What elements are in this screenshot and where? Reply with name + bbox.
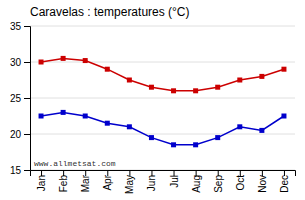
x-tick: Apr bbox=[102, 170, 113, 191]
y-tick: 20 bbox=[10, 129, 30, 140]
title: Caravelas : temperatures (°C) bbox=[30, 5, 190, 19]
chart-container: 15 20 25 30 35 Jan Feb Mar Apr May Jun Jul Aug Sep Oct… bbox=[0, 0, 305, 200]
y-tick-label: 25 bbox=[10, 93, 22, 104]
marker bbox=[39, 60, 44, 65]
plot-area: 15 20 25 30 35 Jan Feb Mar Apr May Jun Jul Aug Sep Oct… bbox=[10, 21, 296, 194]
grid-line bbox=[30, 26, 295, 27]
x-tick: Aug bbox=[191, 170, 202, 193]
x-tick: Jul bbox=[169, 170, 180, 188]
marker bbox=[215, 135, 220, 140]
marker bbox=[281, 114, 286, 119]
x-tick-label: Dec bbox=[279, 175, 290, 193]
marker bbox=[61, 56, 66, 61]
marker bbox=[127, 78, 132, 83]
x-tick-label: Jan bbox=[36, 175, 47, 191]
y-tick-mark bbox=[24, 26, 30, 27]
x-axis: Jan Feb Mar Apr May Jun Jul Aug Sep Oct Nov Dec bbox=[31, 170, 296, 194]
x-tick: Feb bbox=[58, 170, 69, 192]
x-tick-label: Mar bbox=[80, 174, 91, 192]
marker bbox=[259, 128, 264, 133]
x-tick: Mar bbox=[80, 170, 91, 192]
x-tick-label: Nov bbox=[257, 175, 268, 193]
marker bbox=[149, 135, 154, 140]
series-markers bbox=[39, 56, 287, 93]
marker bbox=[215, 85, 220, 90]
x-tick: Nov bbox=[257, 170, 268, 193]
y-tick-mark bbox=[24, 170, 30, 171]
y-tick: 15 bbox=[10, 165, 30, 176]
x-tick-label: Oct bbox=[235, 175, 246, 191]
marks bbox=[39, 56, 287, 147]
y-tick-mark bbox=[24, 98, 30, 99]
annotation: www.allmetsat.com bbox=[34, 159, 116, 168]
marker bbox=[237, 78, 242, 83]
marker bbox=[83, 58, 88, 63]
marker bbox=[105, 67, 110, 72]
x-tick-label: Apr bbox=[102, 174, 113, 190]
y-tick: 35 bbox=[10, 21, 30, 32]
grid bbox=[30, 26, 295, 170]
y-tick-label: 35 bbox=[10, 21, 22, 32]
marker bbox=[193, 88, 198, 93]
y-tick-label: 20 bbox=[10, 129, 22, 140]
marker bbox=[259, 74, 264, 79]
marker bbox=[105, 121, 110, 126]
x-tick: Dec bbox=[279, 170, 290, 193]
x-tick: May bbox=[124, 170, 135, 194]
marker bbox=[149, 85, 154, 90]
marker bbox=[61, 110, 66, 115]
y-tick-label: 30 bbox=[10, 57, 22, 68]
series-line bbox=[41, 58, 284, 90]
series-markers bbox=[39, 110, 287, 147]
chart-svg: 15 20 25 30 35 Jan Feb Mar Apr May Jun Jul Aug Sep Oct… bbox=[0, 0, 305, 200]
x-tick: Sep bbox=[213, 170, 224, 193]
x-tick-label: Sep bbox=[213, 175, 224, 193]
y-axis: 15 20 25 30 35 bbox=[10, 21, 31, 176]
y-tick-mark bbox=[24, 134, 30, 135]
marker bbox=[83, 114, 88, 119]
x-tick: Jan bbox=[36, 170, 47, 191]
marker bbox=[127, 124, 132, 129]
series-line bbox=[41, 112, 284, 144]
y-tick-label: 15 bbox=[10, 165, 22, 176]
x-tick: Jun bbox=[146, 170, 157, 191]
y-tick-mark bbox=[24, 62, 30, 63]
marker bbox=[193, 142, 198, 147]
marker bbox=[171, 88, 176, 93]
x-tick-label: Jul bbox=[169, 175, 180, 188]
y-tick: 30 bbox=[10, 57, 30, 68]
y-tick: 25 bbox=[10, 93, 30, 104]
x-tick-label: May bbox=[124, 175, 135, 194]
x-tick-label: Aug bbox=[191, 175, 202, 193]
marker bbox=[39, 114, 44, 119]
grid-line bbox=[30, 62, 295, 63]
marker bbox=[281, 67, 286, 72]
x-tick-label: Jun bbox=[146, 175, 157, 191]
marker bbox=[171, 142, 176, 147]
marker bbox=[237, 124, 242, 129]
x-axis-line bbox=[31, 171, 296, 177]
grid-line bbox=[30, 98, 295, 99]
x-tick: Oct bbox=[235, 170, 246, 191]
y-axis-line bbox=[24, 27, 31, 171]
x-tick-label: Feb bbox=[58, 175, 69, 193]
grid-line bbox=[30, 134, 295, 135]
